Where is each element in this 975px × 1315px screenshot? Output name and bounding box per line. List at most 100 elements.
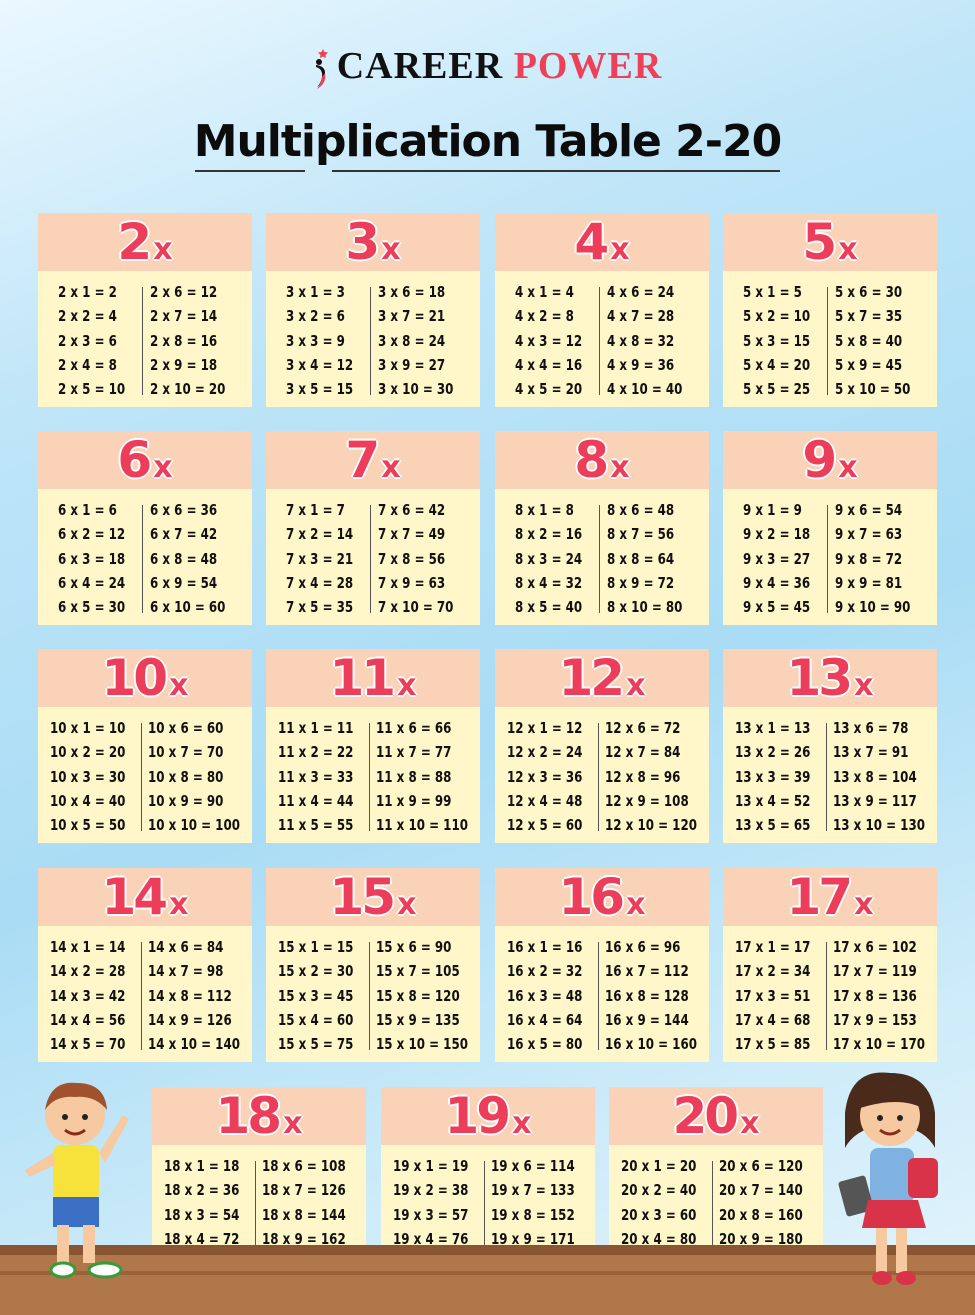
table-row: 11 x 9 = 99: [376, 791, 452, 810]
table-row: 11 x 3 = 33: [278, 767, 354, 786]
table-row: 8 x 9 = 72: [607, 573, 675, 592]
table-row: 15 x 2 = 30: [278, 962, 354, 981]
left-column: 9 x 1 = 9 9 x 2 = 18 9 x 3 = 27 9 x 4 = 36 9…: [743, 501, 819, 622]
table-number: 2: [117, 213, 152, 271]
column-divider: [827, 505, 828, 613]
table-row: 10 x 7 = 70: [148, 743, 224, 762]
table-row: 16 x 10 = 160: [605, 1035, 697, 1054]
table-row: 5 x 8 = 40: [835, 331, 903, 350]
table-row: 19 x 4 = 76: [393, 1229, 469, 1248]
table-number: 11: [329, 649, 397, 707]
left-column: 4 x 1 = 4 4 x 2 = 8 4 x 3 = 12 4 x 4 = 16 4 …: [515, 283, 591, 404]
table-row: 17 x 2 = 34: [735, 962, 811, 981]
table-row: 6 x 4 = 24: [58, 573, 126, 592]
table-row: 5 x 3 = 15: [743, 331, 811, 350]
column-divider: [142, 287, 143, 395]
table-number: 4: [574, 213, 609, 271]
table-row: 12 x 3 = 36: [507, 767, 583, 786]
table-row: 14 x 9 = 126: [148, 1010, 232, 1029]
table-row: 11 x 7 = 77: [376, 743, 452, 762]
column-divider: [141, 723, 142, 831]
table-row: 10 x 8 = 80: [148, 767, 224, 786]
table-body: 13 x 1 = 13 13 x 2 = 26 13 x 3 = 39 13 x 4 …: [723, 707, 937, 843]
multiply-sign: x: [610, 450, 630, 485]
table-card-12: 12 x 12 x 1 = 12 12 x 2 = 24 12 x 3 = 36 12 x…: [495, 649, 709, 843]
table-row: 4 x 2 = 8: [515, 307, 574, 326]
right-column: 7 x 6 = 42 7 x 7 = 49 7 x 8 = 56 7 x 9 = 63…: [378, 501, 464, 622]
brand-name-career: CAREER: [336, 45, 504, 87]
left-column: 8 x 1 = 8 8 x 2 = 16 8 x 3 = 24 8 x 4 = 32 8…: [515, 501, 591, 622]
table-number: 7: [345, 431, 380, 489]
table-row: 8 x 8 = 64: [607, 549, 675, 568]
table-row: 2 x 8 = 16: [150, 331, 218, 350]
table-row: 18 x 7 = 126: [262, 1181, 346, 1200]
table-row: 19 x 7 = 133: [491, 1181, 575, 1200]
table-row: 12 x 4 = 48: [507, 791, 583, 810]
table-body: 17 x 1 = 17 17 x 2 = 34 17 x 3 = 51 17 x 4 …: [723, 926, 937, 1062]
table-header: 12 x: [495, 649, 709, 707]
table-row: 18 x 1 = 18: [164, 1157, 240, 1175]
table-row: 19 x 2 = 38: [393, 1181, 469, 1200]
title-underline-right: [332, 170, 780, 172]
table-row: 5 x 10 = 50: [835, 380, 911, 399]
right-column: 17 x 6 = 102 17 x 7 = 119 17 x 8 = 136 17 x…: [833, 938, 938, 1059]
table-row: 20 x 9 = 180: [719, 1229, 803, 1248]
table-row: 7 x 6 = 42: [378, 501, 446, 519]
table-row: 15 x 9 = 135: [376, 1010, 460, 1029]
table-row: 8 x 10 = 80: [607, 598, 683, 617]
table-row: 10 x 2 = 20: [50, 743, 126, 762]
table-row: 14 x 8 = 112: [148, 986, 232, 1005]
multiply-sign: x: [854, 887, 874, 922]
right-column: 13 x 6 = 78 13 x 7 = 91 13 x 8 = 104 13 x 9…: [833, 719, 938, 840]
table-row: 11 x 4 = 44: [278, 791, 354, 810]
table-card-13: 13 x 13 x 1 = 13 13 x 2 = 26 13 x 3 = 39 13 x…: [723, 649, 937, 843]
table-row: 3 x 7 = 21: [378, 307, 446, 326]
table-row: 16 x 5 = 80: [507, 1035, 583, 1054]
table-row: 9 x 5 = 45: [743, 598, 811, 617]
table-row: 10 x 6 = 60: [148, 719, 224, 737]
table-body: 9 x 1 = 9 9 x 2 = 18 9 x 3 = 27 9 x 4 = 36 9…: [723, 489, 937, 625]
table-row: 20 x 7 = 140: [719, 1181, 803, 1200]
right-column: 10 x 6 = 60 10 x 7 = 70 10 x 8 = 80 10 x 9 …: [148, 719, 253, 840]
left-column: 13 x 1 = 13 13 x 2 = 26 13 x 3 = 39 13 x 4 …: [735, 719, 821, 840]
multiply-sign: x: [397, 887, 417, 922]
left-column: 6 x 1 = 6 6 x 2 = 12 6 x 3 = 18 6 x 4 = 24 6…: [58, 501, 134, 622]
column-divider: [370, 505, 371, 613]
floor: [0, 1245, 975, 1315]
table-row: 14 x 5 = 70: [50, 1035, 126, 1054]
right-column: 14 x 6 = 84 14 x 7 = 98 14 x 8 = 112 14 x 9…: [148, 938, 253, 1059]
table-row: 4 x 3 = 12: [515, 331, 583, 350]
table-row: 2 x 3 = 6: [58, 331, 117, 350]
table-row: 4 x 7 = 28: [607, 307, 675, 326]
table-row: 2 x 10 = 20: [150, 380, 226, 399]
table-row: 12 x 10 = 120: [605, 816, 697, 835]
column-divider: [369, 942, 370, 1050]
multiply-sign: x: [740, 1106, 760, 1141]
right-column: 15 x 6 = 90 15 x 7 = 105 15 x 8 = 120 15 x …: [376, 938, 481, 1059]
right-column: 2 x 6 = 12 2 x 7 = 14 2 x 8 = 16 2 x 9 = 18…: [150, 283, 236, 404]
table-number: 8: [574, 431, 609, 489]
left-column: 11 x 1 = 11 11 x 2 = 22 11 x 3 = 33 11 x 4 …: [278, 719, 364, 840]
column-divider: [827, 287, 828, 395]
table-row: 3 x 6 = 18: [378, 283, 446, 301]
column-divider: [712, 1161, 713, 1269]
table-row: 10 x 3 = 30: [50, 767, 126, 786]
table-row: 16 x 1 = 16: [507, 938, 583, 956]
multiply-sign: x: [381, 450, 401, 485]
table-number: 17: [786, 868, 854, 926]
table-row: 8 x 1 = 8: [515, 501, 574, 519]
table-row: 17 x 9 = 153: [833, 1010, 917, 1029]
table-row: 2 x 4 = 8: [58, 355, 117, 374]
table-header: 20 x: [609, 1087, 823, 1145]
table-row: 3 x 3 = 9: [286, 331, 345, 350]
column-divider: [599, 287, 600, 395]
table-row: 17 x 3 = 51: [735, 986, 811, 1005]
table-row: 5 x 5 = 25: [743, 380, 811, 399]
multiply-sign: x: [854, 668, 874, 703]
table-row: 3 x 4 = 12: [286, 355, 354, 374]
table-row: 15 x 7 = 105: [376, 962, 460, 981]
